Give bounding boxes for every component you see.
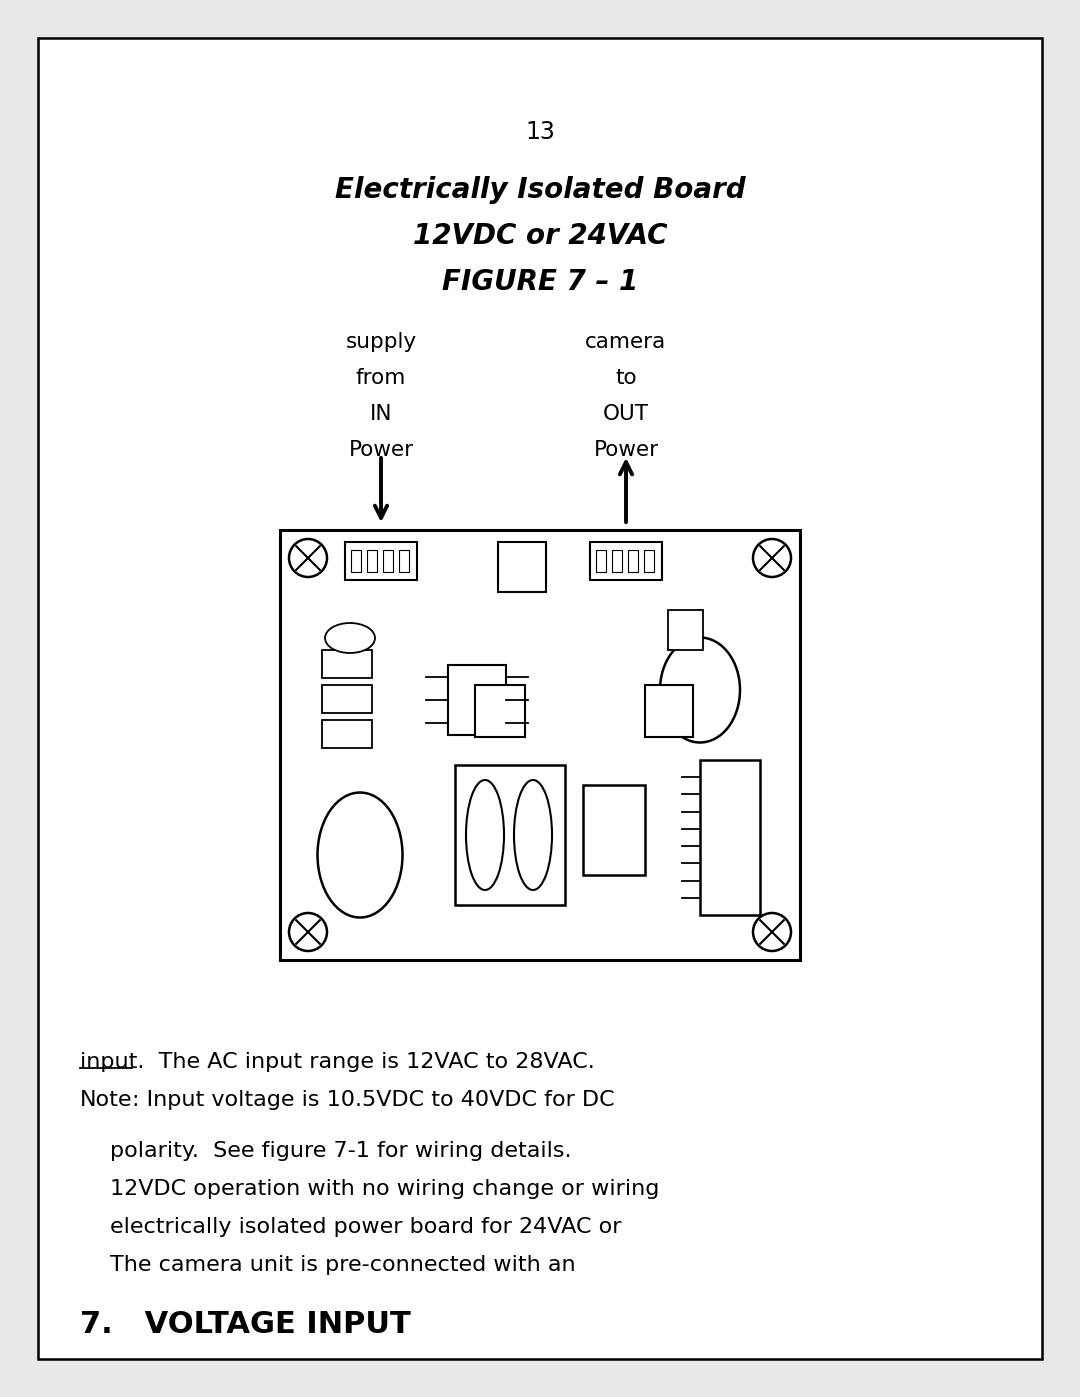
Text: IN: IN xyxy=(369,404,392,425)
Text: 12VDC or 24VAC: 12VDC or 24VAC xyxy=(413,222,667,250)
Text: input.  The AC input range is 12VAC to 28VAC.: input. The AC input range is 12VAC to 28… xyxy=(80,1052,595,1071)
Text: Electrically Isolated Board: Electrically Isolated Board xyxy=(335,176,745,204)
Text: from: from xyxy=(355,367,406,388)
Circle shape xyxy=(289,914,327,951)
Bar xyxy=(700,760,760,915)
Bar xyxy=(596,550,606,571)
Text: polarity.  See figure 7-1 for wiring details.: polarity. See figure 7-1 for wiring deta… xyxy=(110,1141,571,1161)
Text: Power: Power xyxy=(593,440,659,460)
Bar xyxy=(280,529,800,960)
Bar xyxy=(645,685,693,738)
Text: electrically isolated power board for 24VAC or: electrically isolated power board for 24… xyxy=(110,1217,621,1236)
Text: 7.   VOLTAGE INPUT: 7. VOLTAGE INPUT xyxy=(80,1310,410,1338)
Bar xyxy=(627,550,638,571)
Bar xyxy=(322,685,372,712)
Circle shape xyxy=(753,539,791,577)
Bar xyxy=(644,550,654,571)
Ellipse shape xyxy=(660,637,740,742)
Text: supply: supply xyxy=(346,332,417,352)
Bar xyxy=(590,542,662,580)
Ellipse shape xyxy=(465,780,504,890)
Bar xyxy=(612,550,622,571)
Ellipse shape xyxy=(318,792,403,918)
Bar xyxy=(669,610,703,650)
Bar xyxy=(351,550,361,571)
Bar xyxy=(345,542,417,580)
Bar xyxy=(322,650,372,678)
Text: : Input voltage is 10.5VDC to 40VDC for DC: : Input voltage is 10.5VDC to 40VDC for … xyxy=(132,1090,615,1111)
Bar xyxy=(322,719,372,747)
Text: 13: 13 xyxy=(525,120,555,144)
Text: 12VDC operation with no wiring change or wiring: 12VDC operation with no wiring change or… xyxy=(110,1179,660,1199)
Bar xyxy=(498,542,546,592)
Ellipse shape xyxy=(325,623,375,652)
Text: The camera unit is pre-connected with an: The camera unit is pre-connected with an xyxy=(110,1255,576,1275)
Text: FIGURE 7 – 1: FIGURE 7 – 1 xyxy=(442,268,638,296)
Bar xyxy=(448,665,507,735)
Bar xyxy=(383,550,393,571)
Text: camera: camera xyxy=(585,332,666,352)
Bar xyxy=(367,550,377,571)
Bar xyxy=(455,766,565,905)
Text: Power: Power xyxy=(349,440,414,460)
Circle shape xyxy=(753,914,791,951)
Circle shape xyxy=(289,539,327,577)
Text: OUT: OUT xyxy=(603,404,649,425)
Text: to: to xyxy=(616,367,637,388)
Text: Note: Note xyxy=(80,1090,133,1111)
Bar xyxy=(583,785,645,875)
Bar xyxy=(399,550,409,571)
Ellipse shape xyxy=(514,780,552,890)
Bar xyxy=(475,685,525,738)
